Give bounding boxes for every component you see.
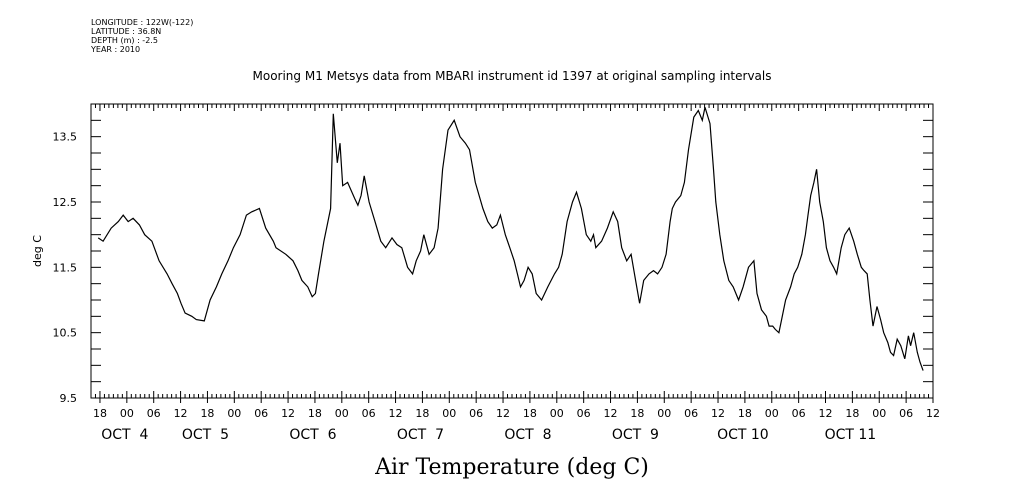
x-tick-label: 18 bbox=[523, 407, 537, 420]
header-latitude: LATITUDE : 36.8N bbox=[91, 27, 162, 36]
x-day-label: OCT 7 bbox=[397, 427, 444, 443]
x-tick-label: 18 bbox=[308, 407, 322, 420]
y-tick-label: 10.5 bbox=[53, 327, 78, 340]
y-axis-label: deg C bbox=[31, 235, 44, 267]
x-tick-label: 18 bbox=[630, 407, 644, 420]
x-tick-label: 06 bbox=[362, 407, 376, 420]
x-tick-label: 18 bbox=[738, 407, 752, 420]
x-day-label: OCT 4 bbox=[101, 427, 148, 443]
x-tick-label: 00 bbox=[442, 407, 456, 420]
x-tick-label: 06 bbox=[684, 407, 698, 420]
x-tick-label: 12 bbox=[496, 407, 510, 420]
x-axis: 18 00 06 12 18 00 06 12 18 00 06 12 18 00 06 12 18 00 06 12… bbox=[90, 104, 940, 443]
header-info: LONGITUDE : 122W(-122) LATITUDE : 36.8N … bbox=[91, 18, 193, 54]
x-day-label: OCT 5 bbox=[182, 427, 229, 443]
x-day-label: OCT 8 bbox=[504, 427, 551, 443]
x-tick-label: 12 bbox=[174, 407, 188, 420]
x-tick-label: 06 bbox=[899, 407, 913, 420]
header-longitude: LONGITUDE : 122W(-122) bbox=[91, 18, 194, 27]
y-tick-label: 12.5 bbox=[53, 196, 78, 209]
x-tick-label: 06 bbox=[792, 407, 806, 420]
x-tick-label: 06 bbox=[147, 407, 161, 420]
x-day-label: OCT 10 bbox=[717, 427, 769, 443]
air-temperature-line bbox=[97, 107, 924, 371]
x-tick-label: 18 bbox=[845, 407, 859, 420]
x-tick-label: 00 bbox=[550, 407, 564, 420]
x-tick-label: 12 bbox=[711, 407, 725, 420]
x-tick-label: 18 bbox=[415, 407, 429, 420]
x-day-label: OCT 6 bbox=[289, 427, 336, 443]
header-depth: DEPTH (m) : -2.5 bbox=[91, 36, 158, 45]
x-tick-label: 00 bbox=[765, 407, 779, 420]
x-tick-label: 12 bbox=[281, 407, 295, 420]
x-tick-label: 00 bbox=[120, 407, 134, 420]
x-tick-label: 12 bbox=[819, 407, 833, 420]
x-tick-label: 18 bbox=[93, 407, 107, 420]
x-tick-label: 06 bbox=[469, 407, 483, 420]
header-year: YEAR : 2010 bbox=[91, 45, 141, 54]
x-day-label: OCT 9 bbox=[612, 427, 659, 443]
x-tick-label: 00 bbox=[227, 407, 241, 420]
x-tick-label: 00 bbox=[335, 407, 349, 420]
x-tick-label: 18 bbox=[200, 407, 214, 420]
plot-frame bbox=[90, 103, 934, 399]
y-tick-label: 9.5 bbox=[60, 392, 78, 405]
x-tick-label: 06 bbox=[254, 407, 268, 420]
y-tick-label: 11.5 bbox=[53, 261, 78, 274]
y-tick-label: 13.5 bbox=[53, 131, 78, 144]
x-tick-label: 12 bbox=[604, 407, 618, 420]
x-tick-label: 00 bbox=[872, 407, 886, 420]
x-day-label: OCT 11 bbox=[825, 427, 877, 443]
x-tick-label: 12 bbox=[926, 407, 940, 420]
x-axis-label: Air Temperature (deg C) bbox=[374, 455, 649, 480]
x-tick-label: 00 bbox=[657, 407, 671, 420]
x-tick-label: 12 bbox=[389, 407, 403, 420]
x-tick-label: 06 bbox=[577, 407, 591, 420]
y-axis: 9.5 10.5 11.5 12.5 13.5 bbox=[53, 103, 933, 405]
chart-title: Mooring M1 Metsys data from MBARI instru… bbox=[253, 69, 772, 83]
